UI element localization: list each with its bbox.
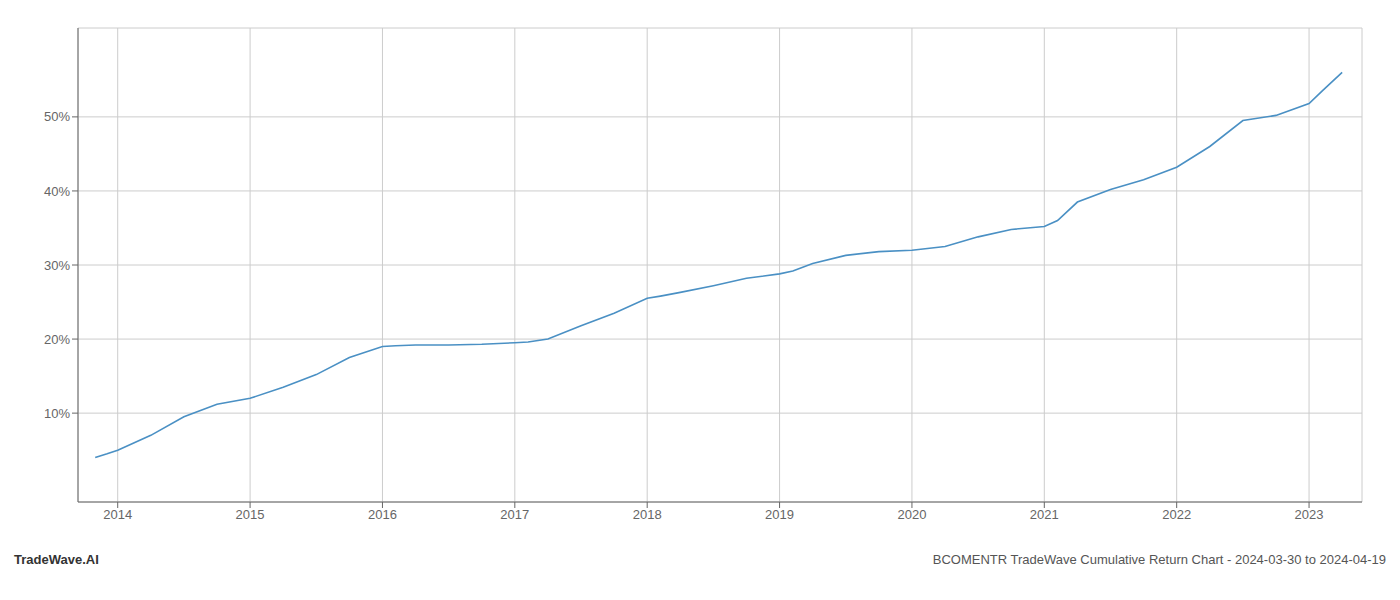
- svg-text:2015: 2015: [236, 507, 265, 522]
- html-text:BCOMENTR TradeWave Cumulative: BCOMENTR TradeWave Cumulative Return Cha…: [932, 552, 1386, 567]
- svg-text:20%: 20%: [44, 332, 70, 347]
- svg-text:2019: 2019: [765, 507, 794, 522]
- svg-text:2016: 2016: [368, 507, 397, 522]
- svg-text:2018: 2018: [633, 507, 662, 522]
- html-text:TradeWave.AI: TradeWave.AI: [14, 552, 99, 567]
- svg-text:2023: 2023: [1295, 507, 1324, 522]
- svg-text:2017: 2017: [500, 507, 529, 522]
- svg-text:2020: 2020: [897, 507, 926, 522]
- svg-text:2014: 2014: [103, 507, 132, 522]
- svg-text:30%: 30%: [44, 258, 70, 273]
- svg-text:2022: 2022: [1162, 507, 1191, 522]
- svg-text:10%: 10%: [44, 406, 70, 421]
- svg-text:40%: 40%: [44, 184, 70, 199]
- svg-text:2021: 2021: [1030, 507, 1059, 522]
- svg-text:50%: 50%: [44, 109, 70, 124]
